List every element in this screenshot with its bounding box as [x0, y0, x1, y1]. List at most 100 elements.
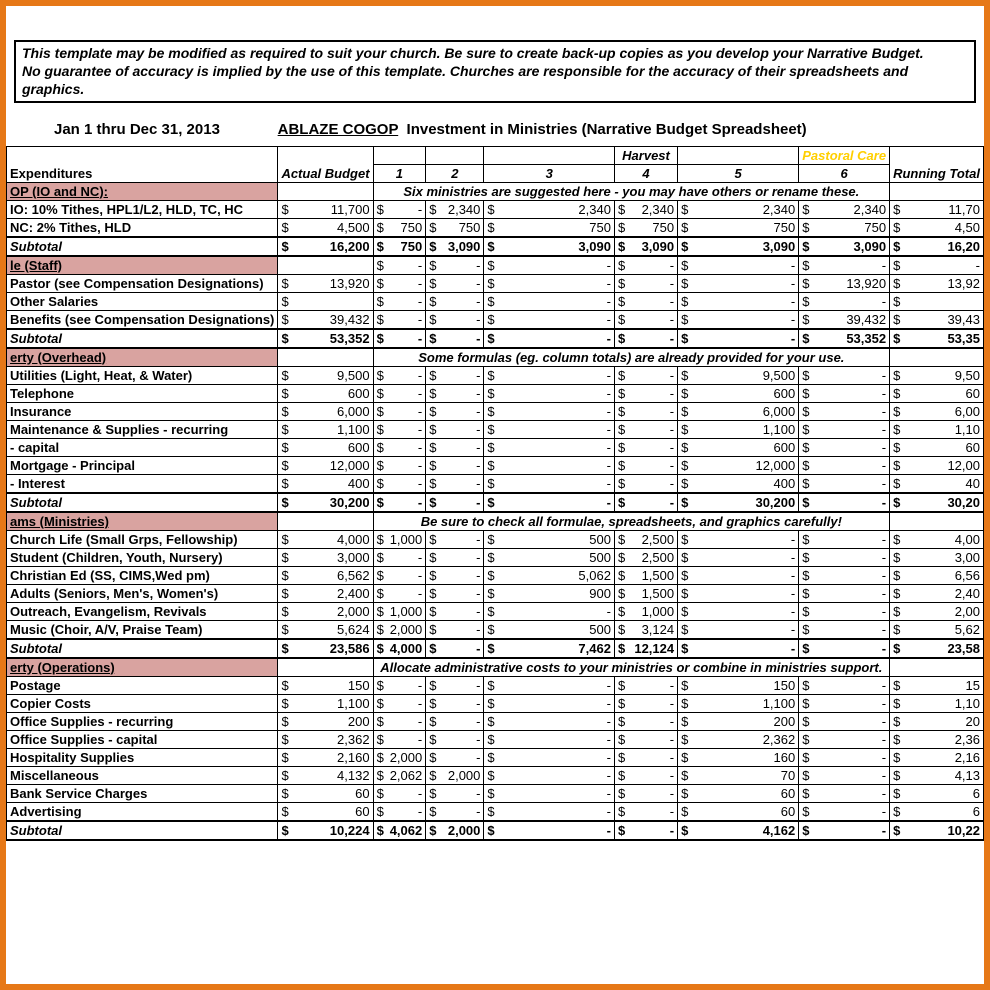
- cell-min: $2,340: [614, 200, 677, 218]
- colnum-3: 3: [484, 164, 615, 182]
- hdr-actual-budget: Actual Budget: [278, 146, 373, 182]
- cell-min: $-: [373, 566, 426, 584]
- cell-min: $-: [614, 730, 677, 748]
- cell-min: $2,500: [614, 548, 677, 566]
- cell-min: $-: [678, 310, 799, 329]
- cell-budget: $4,132: [278, 766, 373, 784]
- section-header: OP (IO and NC):: [7, 182, 278, 200]
- cell-min: $-: [426, 584, 484, 602]
- cell-min: $1,100: [678, 420, 799, 438]
- cell-min: $-: [678, 530, 799, 548]
- hdr-harvest: Harvest: [614, 146, 677, 164]
- cell-min: $-: [484, 602, 615, 620]
- subtotal-min: $-: [426, 639, 484, 658]
- cell-min: $-: [373, 694, 426, 712]
- cell-min: $-: [484, 730, 615, 748]
- cell-min: $-: [373, 366, 426, 384]
- cell-min: $-: [799, 784, 890, 802]
- subtotal-running: $53,35: [890, 329, 984, 348]
- cell-budget: $150: [278, 676, 373, 694]
- cell-running: $2,00: [890, 602, 984, 620]
- cell-min: $-: [678, 292, 799, 310]
- row-label: Postage: [7, 676, 278, 694]
- cell-min: $-: [484, 420, 615, 438]
- subtotal-running: $23,58: [890, 639, 984, 658]
- cell-min: $39,432: [799, 310, 890, 329]
- cell-min: $-: [426, 530, 484, 548]
- cell-min: $1,000: [614, 602, 677, 620]
- cell-min: $-: [426, 474, 484, 493]
- row-label: Telephone: [7, 384, 278, 402]
- cell-min: $-: [614, 420, 677, 438]
- cell-min: $60: [678, 802, 799, 821]
- subtotal-min: $3,090: [614, 237, 677, 256]
- cell-min: $-: [614, 274, 677, 292]
- cell-min: $-: [484, 438, 615, 456]
- cell-min: $1,100: [678, 694, 799, 712]
- subtotal-min: $-: [484, 329, 615, 348]
- cell-min: $-: [426, 620, 484, 639]
- cell-budget: $5,624: [278, 620, 373, 639]
- cell-min: $2,362: [678, 730, 799, 748]
- cell-min: $-: [373, 256, 426, 275]
- cell-budget: $4,000: [278, 530, 373, 548]
- subtotal-min: $-: [426, 493, 484, 512]
- cell-min: $-: [426, 438, 484, 456]
- subtotal-label: Subtotal: [7, 821, 278, 840]
- cell-budget: $13,920: [278, 274, 373, 292]
- cell-min: $-: [799, 802, 890, 821]
- cell-min: $160: [678, 748, 799, 766]
- cell-min: $-: [678, 602, 799, 620]
- cell-min: $-: [426, 730, 484, 748]
- subtotal-min: $-: [484, 493, 615, 512]
- cell-running: $39,43: [890, 310, 984, 329]
- subtotal-budget: $30,200: [278, 493, 373, 512]
- subtotal-running: $10,22: [890, 821, 984, 840]
- cell-min: $-: [678, 620, 799, 639]
- cell-budget: $6,000: [278, 402, 373, 420]
- cell-min: $-: [614, 748, 677, 766]
- row-label: - Interest: [7, 474, 278, 493]
- cell-min: $-: [373, 402, 426, 420]
- subtotal-running: $16,20: [890, 237, 984, 256]
- cell-min: $750: [426, 218, 484, 237]
- row-label: Maintenance & Supplies - recurring: [7, 420, 278, 438]
- disclaimer-line2: No guarantee of accuracy is implied by t…: [22, 62, 968, 98]
- cell-min: $-: [799, 730, 890, 748]
- cell-min: $2,340: [484, 200, 615, 218]
- cell-min: $-: [799, 694, 890, 712]
- cell-min: $-: [614, 712, 677, 730]
- cell-min: $2,500: [614, 530, 677, 548]
- cell-min: $900: [484, 584, 615, 602]
- cell-running: $5,62: [890, 620, 984, 639]
- colnum-6: 6: [799, 164, 890, 182]
- cell-min: $-: [484, 474, 615, 493]
- cell-running: $20: [890, 712, 984, 730]
- cell-min: $-: [678, 548, 799, 566]
- cell-min: $-: [614, 402, 677, 420]
- cell-running: $2,16: [890, 748, 984, 766]
- cell-min: $-: [373, 310, 426, 329]
- cell-min: $-: [614, 384, 677, 402]
- subtotal-min: $3,090: [678, 237, 799, 256]
- row-label: Office Supplies - recurring: [7, 712, 278, 730]
- cell-min: $-: [614, 366, 677, 384]
- cell-min: $-: [614, 310, 677, 329]
- cell-budget: $4,500: [278, 218, 373, 237]
- cell-budget: $600: [278, 384, 373, 402]
- cell-min: $2,340: [678, 200, 799, 218]
- budget-table: Expenditures Actual Budget Love Prayer D…: [6, 146, 984, 841]
- cell-min: $-: [799, 766, 890, 784]
- cell-running: $6: [890, 784, 984, 802]
- cell-budget: $6,562: [278, 566, 373, 584]
- cell-running: $9,50: [890, 366, 984, 384]
- cell-min: $-: [426, 602, 484, 620]
- row-label: NC: 2% Tithes, HLD: [7, 218, 278, 237]
- cell-min: $-: [426, 548, 484, 566]
- cell-running: $12,00: [890, 456, 984, 474]
- cell-min: $-: [678, 584, 799, 602]
- cell-budget: $200: [278, 712, 373, 730]
- cell-running: $-: [890, 256, 984, 275]
- cell-running: $1,10: [890, 694, 984, 712]
- cell-min: $2,340: [426, 200, 484, 218]
